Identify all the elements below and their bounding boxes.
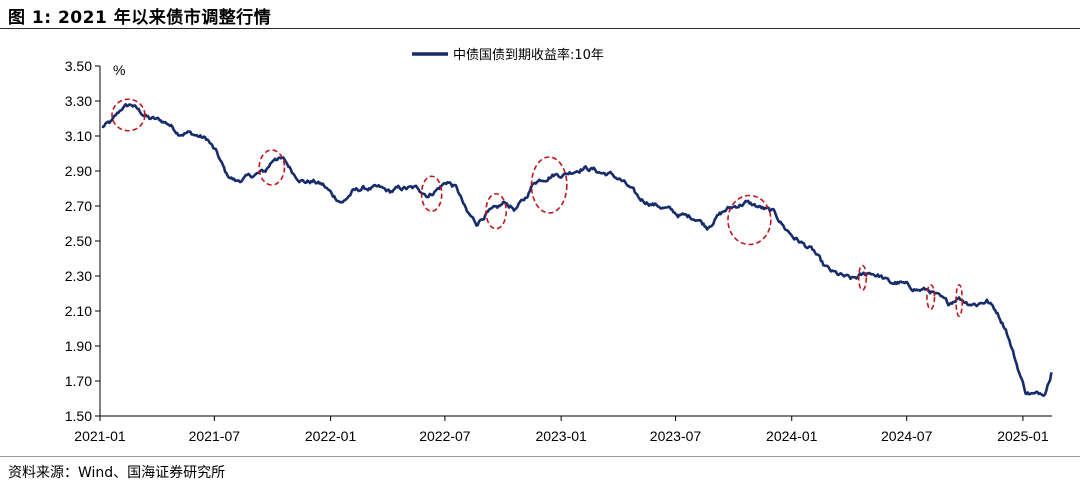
x-axis-tick-labels: 2021-01 2021-07 2022-01 2022-07 2023-01 2023-… <box>74 428 1049 444</box>
y-tick-label: 2.10 <box>65 303 92 319</box>
x-tick-label: 2023-07 <box>650 428 702 444</box>
line-chart: 3.50 3.30 3.10 2.90 2.70 2.50 2.30 2.10 1.90 1.70… <box>65 47 1053 444</box>
annotation-ellipse <box>420 175 443 213</box>
y-unit-label: % <box>113 62 125 78</box>
source-divider <box>0 456 1080 457</box>
chart-title: 图 1: 2021 年以来债市调整行情 <box>8 8 272 28</box>
annotation-ellipse <box>727 194 772 246</box>
x-tick-label: 2021-01 <box>74 428 126 444</box>
y-tick-label: 3.50 <box>65 58 92 74</box>
source-note: 资料来源：Wind、国海证券研究所 <box>8 465 226 481</box>
y-tick-label: 2.90 <box>65 163 92 179</box>
legend: 中债国债到期收益率:10年 <box>412 47 604 63</box>
annotation-ellipse <box>955 283 964 318</box>
axes <box>95 65 1052 421</box>
x-tick-label: 2024-07 <box>881 428 933 444</box>
title-divider <box>0 28 1080 29</box>
annotation-ellipse <box>485 192 507 230</box>
annotation-circles <box>111 98 964 318</box>
y-tick-label: 1.70 <box>65 373 92 389</box>
x-tick-label: 2022-01 <box>305 428 357 444</box>
annotation-ellipse <box>530 156 568 214</box>
annotation-ellipse <box>111 98 146 132</box>
y-axis-tick-labels: 3.50 3.30 3.10 2.90 2.70 2.50 2.30 2.10 1.90 1.70… <box>65 58 92 424</box>
x-tick-label: 2022-07 <box>419 428 471 444</box>
y-tick-label: 1.90 <box>65 338 92 354</box>
x-tick-label: 2025-01 <box>997 428 1049 444</box>
x-tick-label: 2021-07 <box>189 428 241 444</box>
y-tick-label: 2.50 <box>65 233 92 249</box>
plot-area <box>101 103 1053 397</box>
series-line-10y-yield <box>101 103 1053 397</box>
y-tick-label: 2.30 <box>65 268 92 284</box>
y-tick-label: 2.70 <box>65 198 92 214</box>
y-tick-label: 3.10 <box>65 128 92 144</box>
annotation-ellipse <box>258 149 286 186</box>
y-tick-label: 1.50 <box>65 408 92 424</box>
legend-label: 中债国债到期收益率:10年 <box>453 47 604 63</box>
annotation-ellipse <box>926 283 936 311</box>
annotation-ellipse <box>857 264 868 291</box>
x-tick-label: 2024-01 <box>766 428 818 444</box>
y-tick-label: 3.30 <box>65 93 92 109</box>
x-tick-label: 2023-01 <box>535 428 587 444</box>
